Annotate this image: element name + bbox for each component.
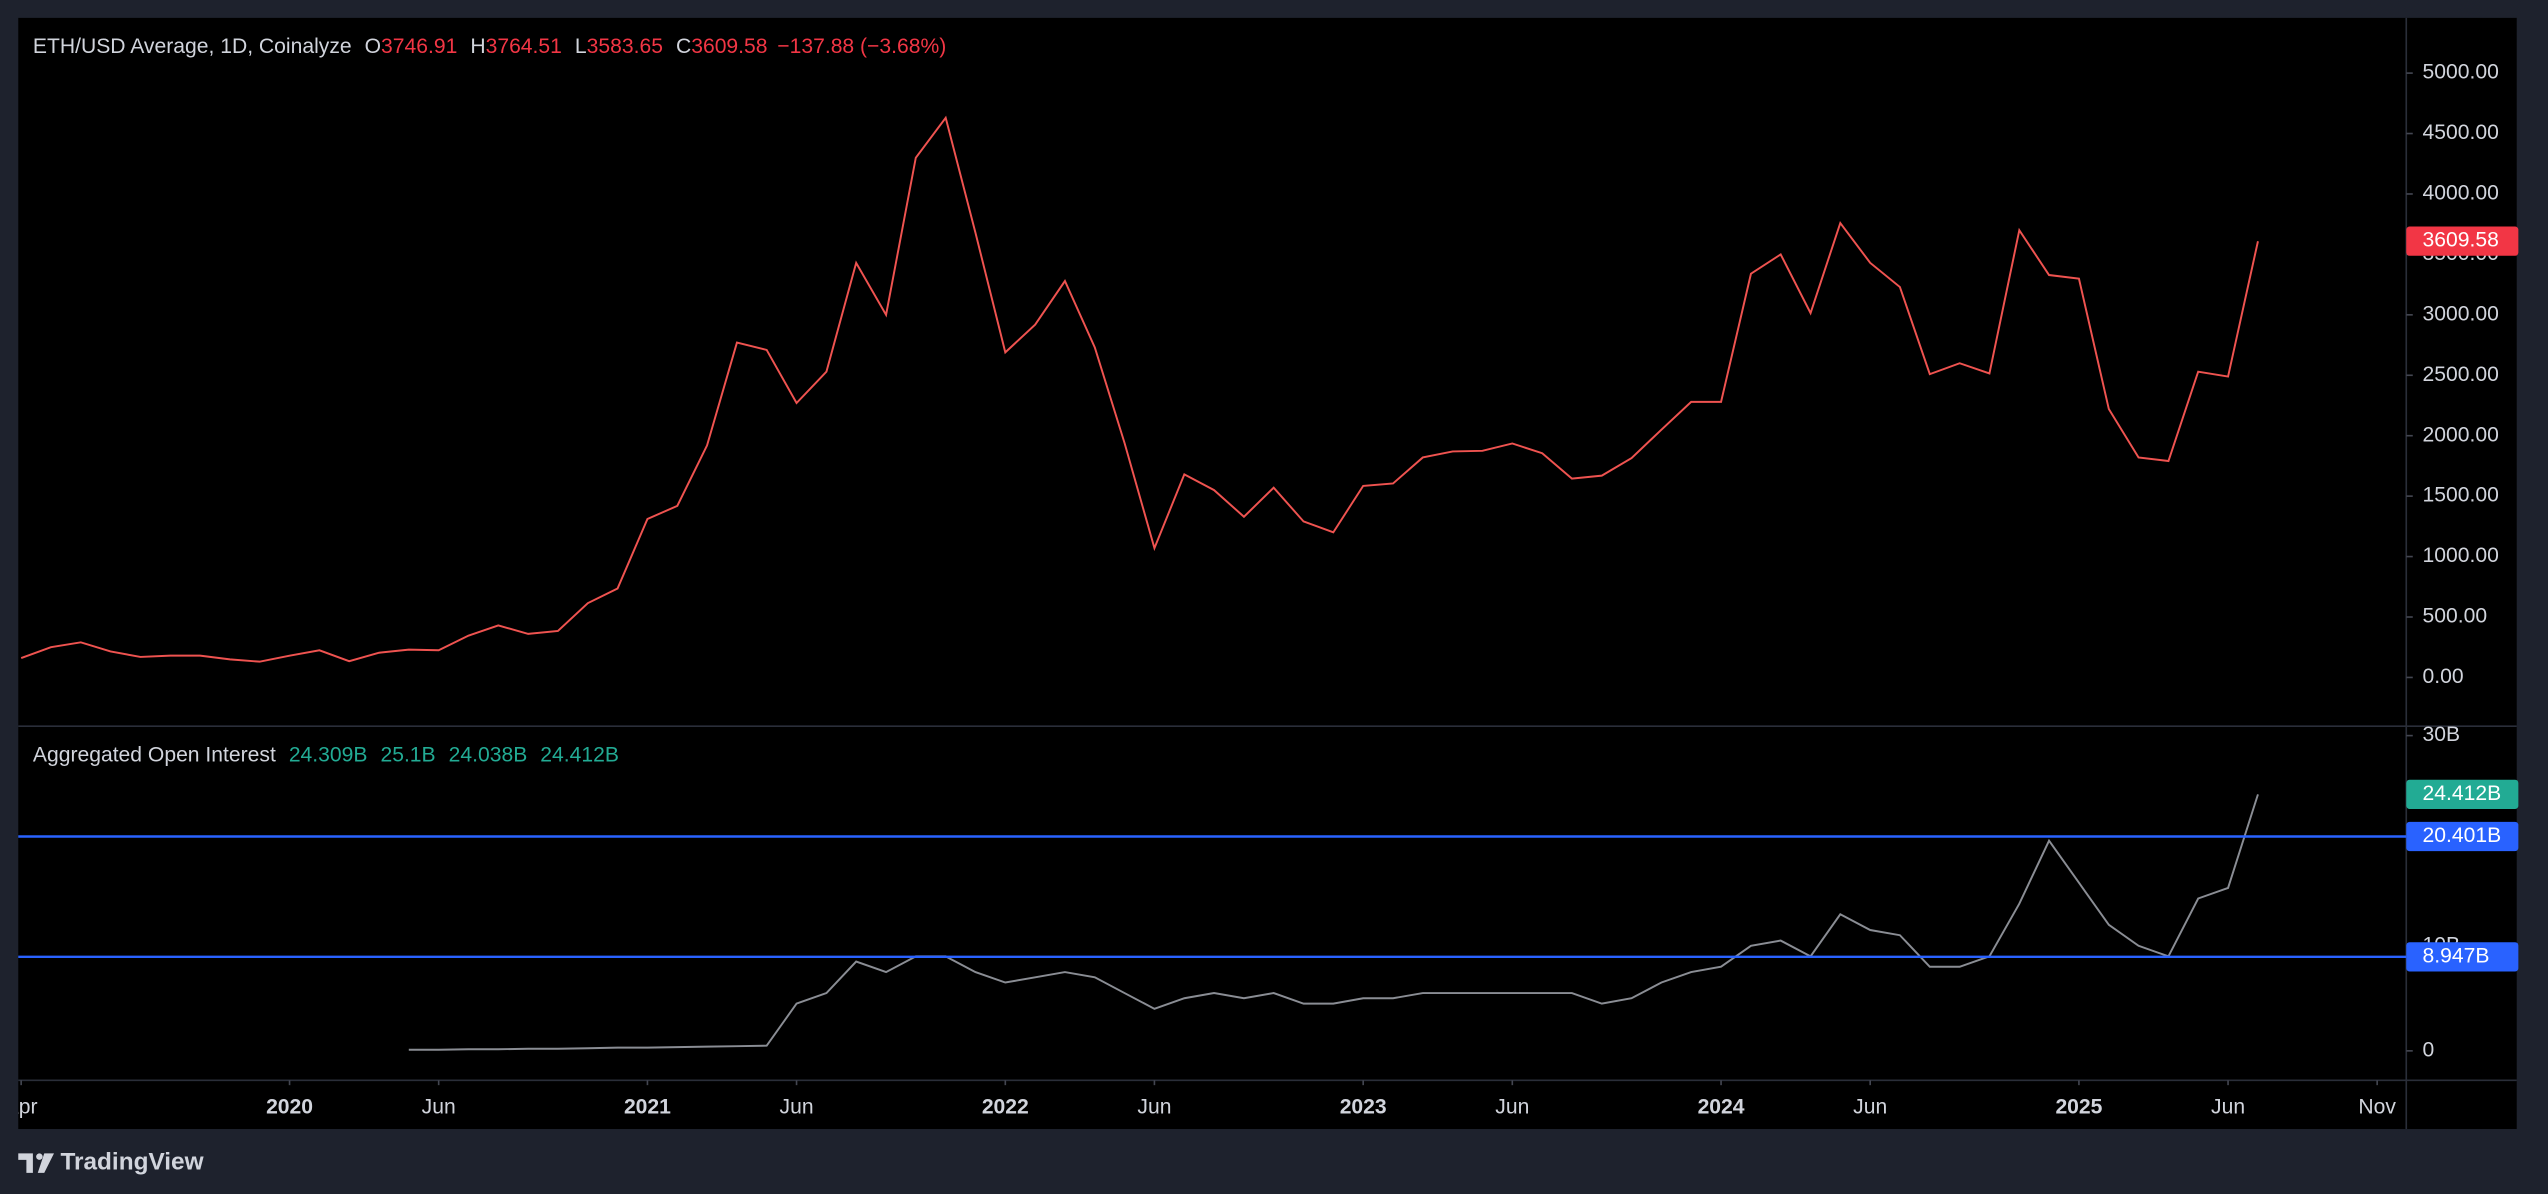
x-tick-label: Apr [5, 1095, 38, 1118]
hline-label-box [2406, 942, 2519, 972]
hline-label: 8.947B [2423, 944, 2490, 967]
hline-label: 20.401B [2423, 824, 2502, 847]
last-value-box [2406, 779, 2519, 809]
series-line [408, 794, 2259, 1051]
last-value-box [2406, 226, 2519, 256]
y-tick-label: 2000.00 [2423, 423, 2499, 446]
x-tick-label: Jun [780, 1095, 814, 1118]
ohlc-key: L [575, 35, 587, 58]
oi-stat: 24.038B [449, 743, 528, 766]
x-tick-label: 2020 [266, 1095, 313, 1118]
y-tick-label: 3000.00 [2423, 302, 2499, 325]
x-tick-label: 2023 [1340, 1095, 1387, 1118]
x-tick-label: 2025 [2055, 1095, 2102, 1118]
x-tick-label: 2021 [624, 1095, 671, 1118]
y-tick-label: 4500.00 [2423, 121, 2499, 144]
change: −137.88 (−3.68%) [777, 35, 946, 58]
ohlc-key: O [365, 35, 381, 58]
ohlc-value: 3583.65 [587, 35, 663, 58]
hline-label-box [2406, 821, 2519, 852]
x-tick-label: Jun [422, 1095, 456, 1118]
header-title: Aggregated Open Interest [33, 743, 276, 766]
ohlc-key: C [676, 35, 691, 58]
series-line [20, 115, 2259, 663]
chart-area [18, 17, 2517, 1130]
x-tick-label: Jun [2211, 1095, 2245, 1118]
ohlc-key: H [470, 35, 485, 58]
y-tick-label: 1500.00 [2423, 484, 2499, 507]
x-tick-label: 2022 [982, 1095, 1029, 1118]
x-tick-label: Jun [1853, 1095, 1887, 1118]
ohlc-value: 3609.58 [691, 35, 767, 58]
oi-stat: 24.309B [289, 743, 368, 766]
y-tick-label: 2500.00 [2423, 363, 2499, 386]
header-title: ETH/USD Average, 1D, Coinalyze [33, 35, 352, 58]
y-tick-label: 5000.00 [2423, 61, 2499, 84]
y-tick-label: 30B [2423, 723, 2461, 746]
x-tick-label: Nov [2358, 1095, 2396, 1118]
last-value-label: 3609.58 [2423, 229, 2499, 252]
oi-stat: 25.1B [380, 743, 435, 766]
price-header: ETH/USD Average, 1D, Coinalyze O3746.91 H3… [33, 35, 946, 58]
x-tick-label: Jun [1137, 1095, 1171, 1118]
x-tick-label: Jun [1495, 1095, 1529, 1118]
y-tick-label: 0 [2423, 1038, 2435, 1061]
ohlc-value: 3746.91 [381, 35, 457, 58]
ohlc-value: 3764.51 [486, 35, 562, 58]
oi-stat: 24.412B [540, 743, 619, 766]
y-tick-label: 4000.00 [2423, 182, 2499, 205]
plot-layer [20, 115, 2259, 1051]
y-tick-label: 500.00 [2423, 605, 2488, 628]
y-tick-label: 1000.00 [2423, 544, 2499, 567]
last-value-label: 24.412B [2423, 782, 2502, 805]
brand-logo [18, 1153, 55, 1173]
oi-header: Aggregated Open Interest 24.309B 25.1B 24.0… [33, 743, 619, 766]
x-tick-label: 2024 [1698, 1095, 1745, 1118]
brand-name: TradingView [61, 1149, 204, 1176]
y-tick-label: 0.00 [2423, 665, 2464, 688]
